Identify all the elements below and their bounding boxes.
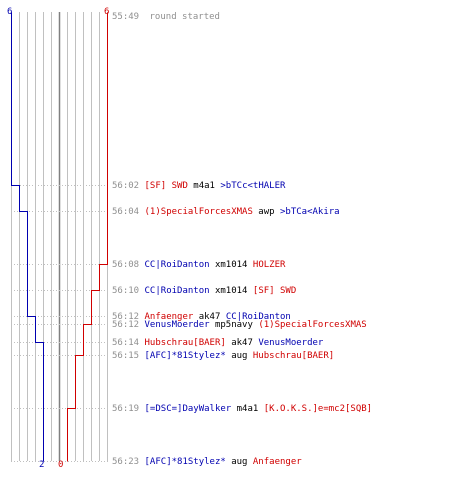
weapon-name: m4a1 bbox=[231, 404, 264, 414]
player-grid-lines bbox=[11, 12, 108, 461]
weapon-name: aug bbox=[226, 351, 253, 361]
victim-name: Hubschrau[BAER] bbox=[253, 351, 334, 361]
event-time: 56:12 bbox=[112, 312, 145, 322]
kill-event-entry: 56:08 CC|RoiDanton xm1014 HOLZER bbox=[112, 260, 286, 270]
victim-name: >bTCc<tHALER bbox=[220, 181, 286, 191]
victim-name: (1)SpecialForcesXMAS bbox=[258, 320, 366, 330]
event-time: 56:08 bbox=[112, 260, 145, 270]
event-text: round started bbox=[150, 12, 220, 22]
weapon-name: ak47 bbox=[193, 312, 226, 322]
event-time: 56:04 bbox=[112, 207, 145, 217]
weapon-name: mp5navy bbox=[210, 320, 259, 330]
kill-log: 55:49 round started 56:02 [SF] SWD m4a1 … bbox=[112, 12, 372, 467]
red-team-end-count: 0 bbox=[58, 460, 63, 470]
event-time: 56:12 bbox=[112, 320, 145, 330]
killer-name: VenusMoerder bbox=[145, 320, 211, 330]
weapon-name: m4a1 bbox=[188, 181, 221, 191]
victim-name: [K.O.K.S.]e=mc2[SQB] bbox=[264, 404, 372, 414]
weapon-name: ak47 bbox=[226, 338, 259, 348]
victim-name: VenusMoerder bbox=[258, 338, 324, 348]
weapon-name: xm1014 bbox=[210, 286, 253, 296]
event-guide-lines bbox=[11, 185, 110, 462]
killer-name: (1)SpecialForcesXMAS bbox=[145, 207, 253, 217]
kill-event-entry: 56:12 Anfaenger ak47 CC|RoiDanton bbox=[112, 312, 291, 322]
event-time: 55:49 bbox=[112, 12, 139, 22]
victim-name: >bTCa<Akira bbox=[280, 207, 340, 217]
blue-team-start-count: 6 bbox=[7, 7, 12, 17]
killer-name: CC|RoiDanton bbox=[145, 260, 210, 270]
victim-name: CC|RoiDanton bbox=[226, 312, 291, 322]
event-time: 56:10 bbox=[112, 286, 145, 296]
weapon-name: aug bbox=[226, 457, 253, 467]
blue-team-alive-line bbox=[11, 12, 44, 462]
round-start-entry: 55:49 round started bbox=[112, 12, 220, 22]
killer-name: [=DSC=]DayWalker bbox=[145, 404, 232, 414]
kill-event-entry: 56:23 [AFC]*81Stylez* aug Anfaenger bbox=[112, 457, 302, 467]
victim-name: Anfaenger bbox=[253, 457, 302, 467]
weapon-name: awp bbox=[253, 207, 280, 217]
victim-name: HOLZER bbox=[253, 260, 286, 270]
event-time: 56:14 bbox=[112, 338, 145, 348]
event-time: 56:02 bbox=[112, 181, 145, 191]
killer-name: CC|RoiDanton bbox=[145, 286, 210, 296]
kill-event-entry: 56:14 Hubschrau[BAER] ak47 VenusMoerder bbox=[112, 338, 324, 348]
kill-event-entry: 56:10 CC|RoiDanton xm1014 [SF] SWD bbox=[112, 286, 296, 296]
event-time: 56:15 bbox=[112, 351, 145, 361]
killer-name: [AFC]*81Stylez* bbox=[145, 351, 226, 361]
killer-name: Anfaenger bbox=[145, 312, 194, 322]
killer-name: [AFC]*81Stylez* bbox=[145, 457, 226, 467]
blue-team-end-count: 2 bbox=[39, 460, 44, 470]
kill-event-entry: 56:15 [AFC]*81Stylez* aug Hubschrau[BAER… bbox=[112, 351, 334, 361]
kill-event-entry: 56:04 (1)SpecialForcesXMAS awp >bTCa<Aki… bbox=[112, 207, 340, 217]
victim-name: [SF] SWD bbox=[253, 286, 296, 296]
kill-event-entry: 56:19 [=DSC=]DayWalker m4a1 [K.O.K.S.]e=… bbox=[112, 404, 372, 414]
red-team-start-count: 6 bbox=[104, 7, 109, 17]
killer-name: [SF] SWD bbox=[145, 181, 188, 191]
killer-name: Hubschrau[BAER] bbox=[145, 338, 226, 348]
event-time: 56:23 bbox=[112, 457, 145, 467]
red-team-alive-line bbox=[67, 12, 108, 462]
kill-event-entry: 56:12 VenusMoerder mp5navy (1)SpecialFor… bbox=[112, 320, 367, 330]
kill-event-entry: 56:02 [SF] SWD m4a1 >bTCc<tHALER bbox=[112, 181, 286, 191]
weapon-name: xm1014 bbox=[210, 260, 253, 270]
event-time: 56:19 bbox=[112, 404, 145, 414]
